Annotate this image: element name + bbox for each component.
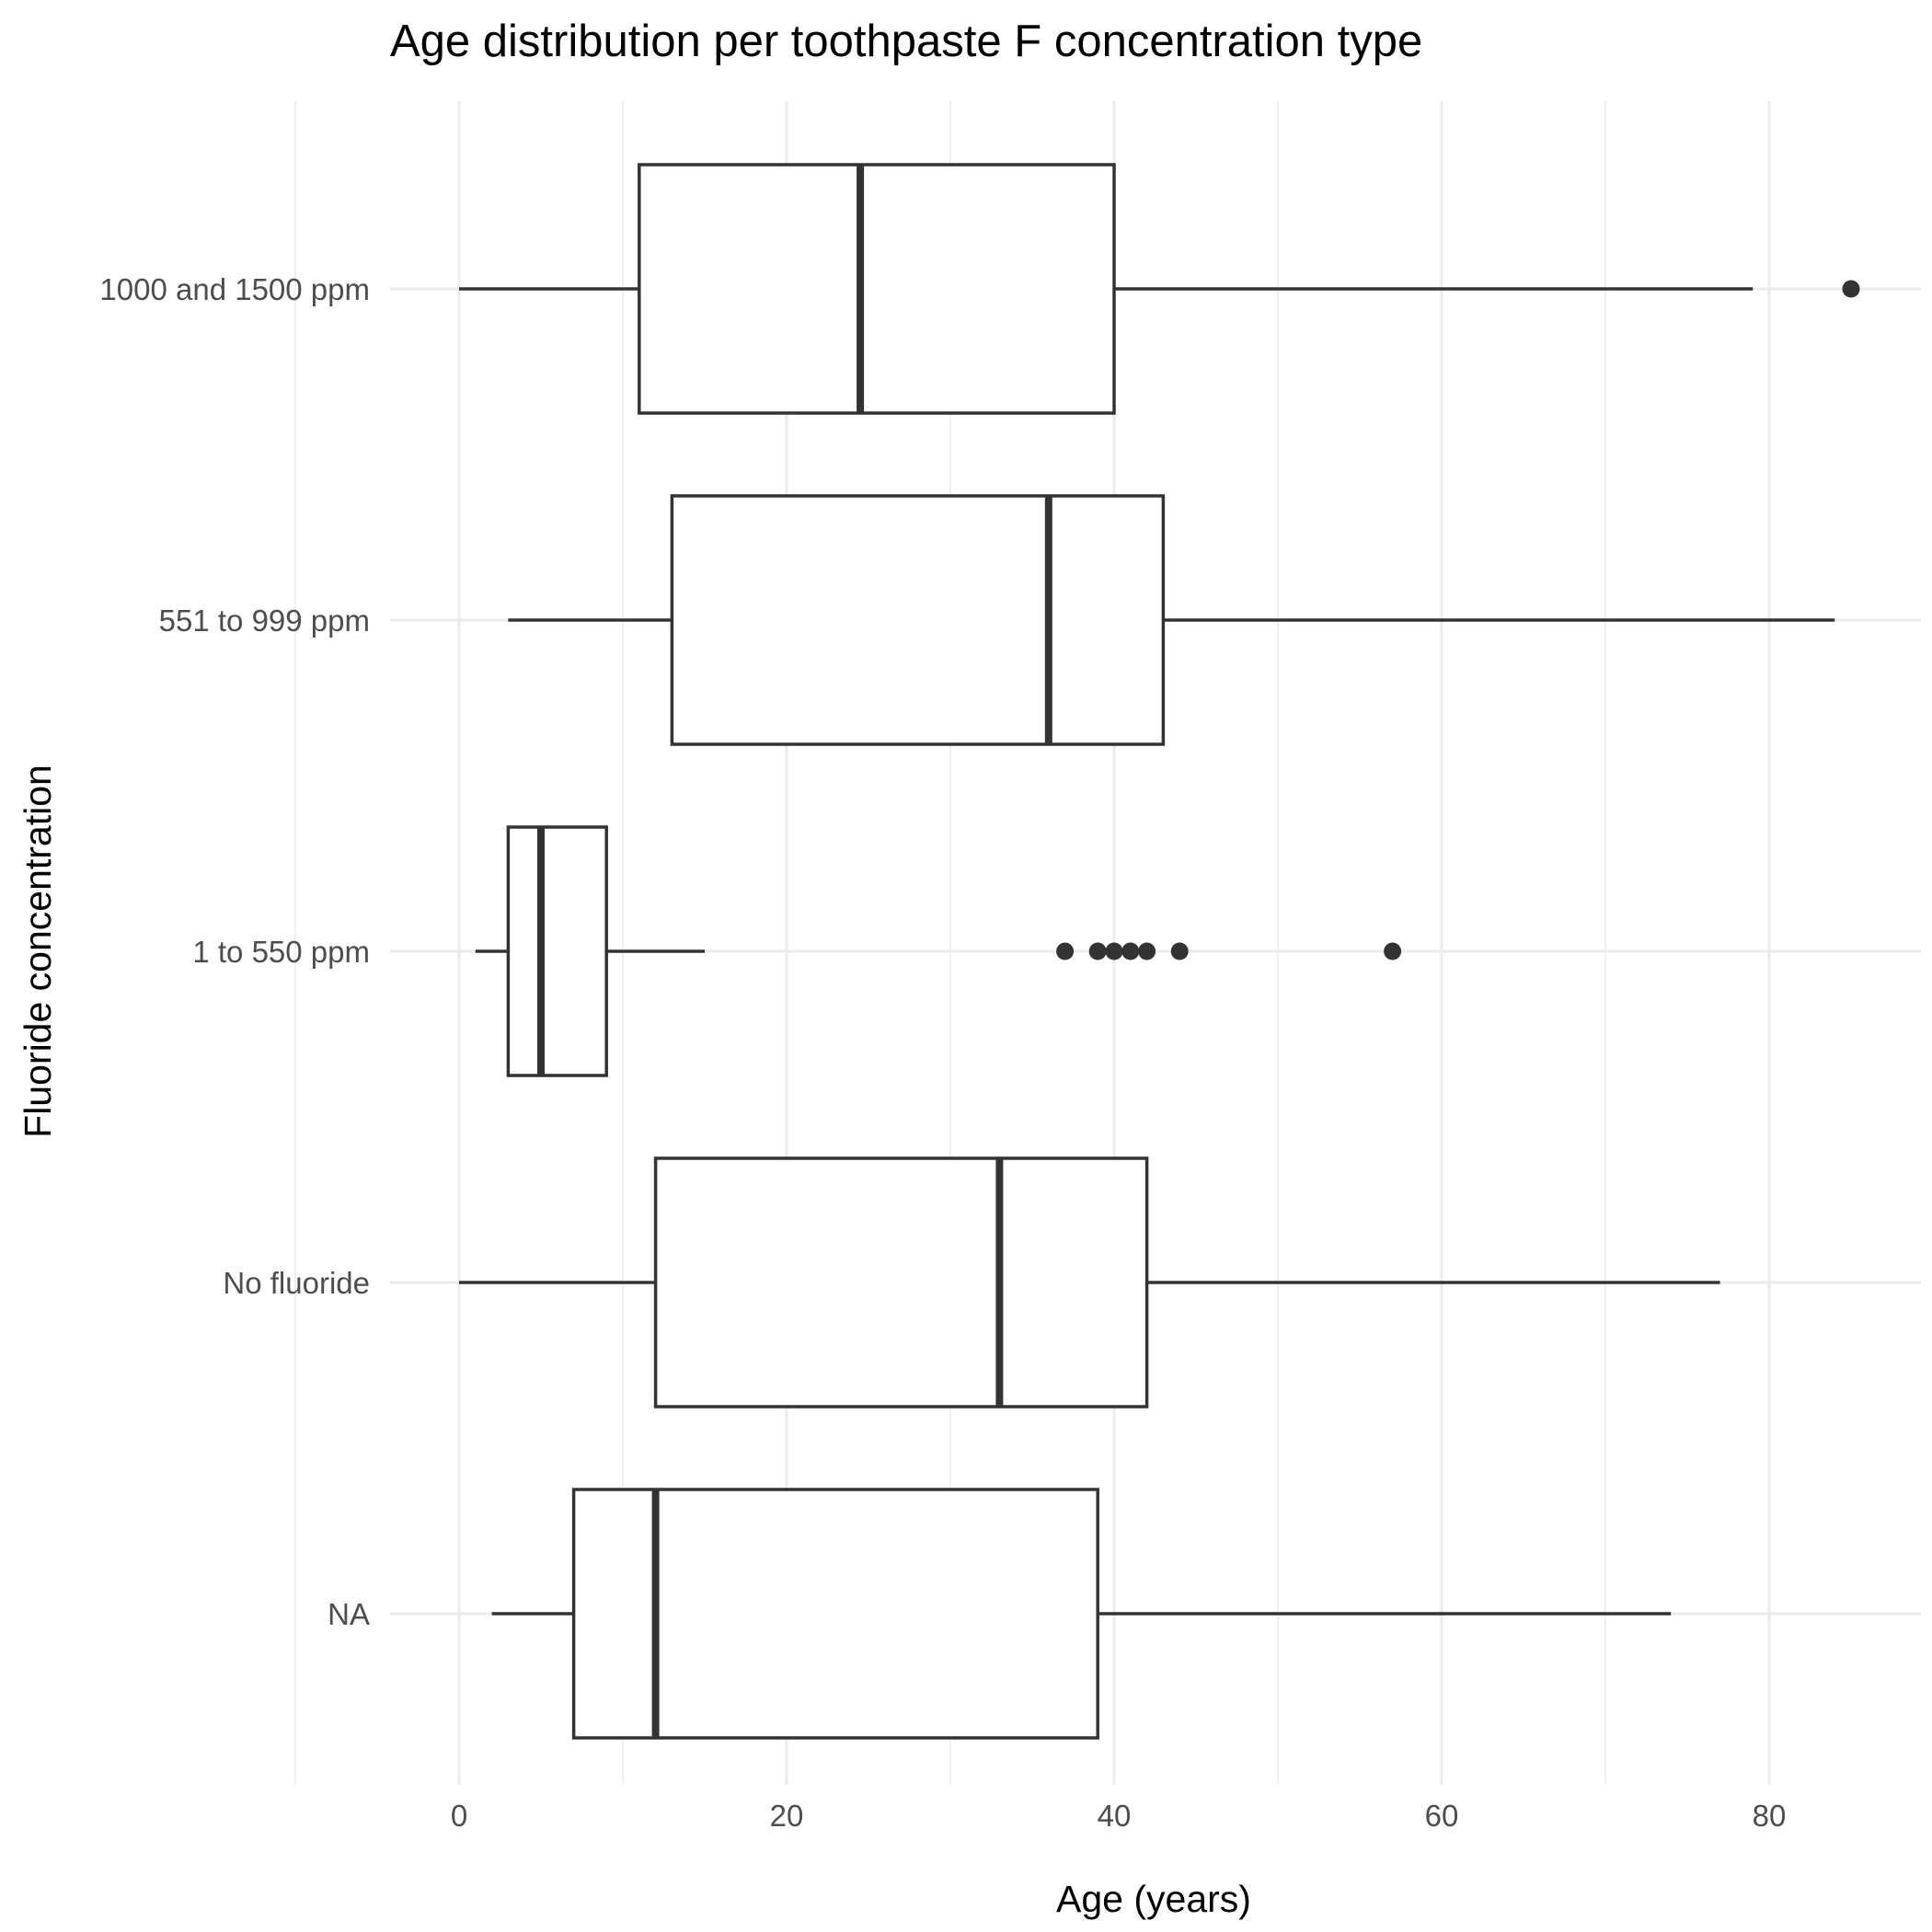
outlier-point — [1170, 942, 1189, 960]
y-tick-label: 1000 and 1500 ppm — [99, 272, 370, 306]
outlier-point — [1105, 942, 1123, 960]
box-iqr — [670, 494, 1166, 746]
box-group — [508, 494, 1835, 746]
box-iqr — [653, 1156, 1149, 1409]
x-tick-label: 0 — [451, 1799, 467, 1833]
x-tick-label: 60 — [1425, 1799, 1459, 1833]
y-tick-label: 1 to 550 ppm — [192, 935, 370, 969]
box-group — [475, 825, 1402, 1077]
box-marks — [459, 163, 1860, 1740]
box-group — [459, 1156, 1720, 1409]
y-tick-label: 551 to 999 ppm — [159, 604, 370, 638]
outlier-point — [1121, 942, 1140, 960]
y-tick-label: NA — [328, 1597, 370, 1631]
x-tick-label: 20 — [770, 1799, 804, 1833]
x-tick-labels: 0 20 40 60 80 — [451, 1799, 1787, 1833]
box-group — [459, 163, 1860, 415]
outlier-point — [1088, 942, 1107, 960]
y-tick-label: No fluoride — [223, 1266, 370, 1300]
chart-title: Age distribution per toothpaste F concen… — [390, 17, 1422, 66]
outlier-point — [1056, 942, 1075, 960]
x-tick-label: 40 — [1098, 1799, 1132, 1833]
outlier-point — [1842, 280, 1860, 298]
box-group — [491, 1488, 1672, 1740]
x-axis-title: Age (years) — [1056, 1878, 1251, 1920]
outlier-point — [1384, 942, 1402, 960]
box-iqr — [638, 163, 1116, 415]
y-tick-labels: 1000 and 1500 ppm 551 to 999 ppm 1 to 550 … — [99, 272, 370, 1631]
x-tick-label: 80 — [1753, 1799, 1787, 1833]
outlier-point — [1138, 942, 1156, 960]
y-axis-title: Fluoride concentration — [17, 765, 59, 1138]
box-iqr — [571, 1488, 1099, 1740]
box-iqr — [506, 825, 608, 1077]
